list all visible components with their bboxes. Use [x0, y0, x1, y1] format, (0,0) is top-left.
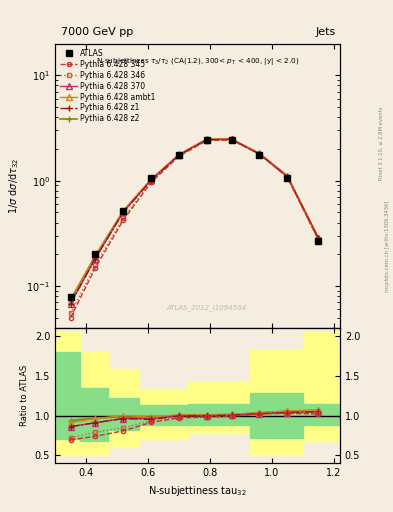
Text: Rivet 3.1.10, ≥ 2.8M events: Rivet 3.1.10, ≥ 2.8M events [379, 106, 384, 180]
Y-axis label: Ratio to ATLAS: Ratio to ATLAS [20, 365, 29, 426]
Text: mcplots.cern.ch [arXiv:1306.3436]: mcplots.cern.ch [arXiv:1306.3436] [385, 200, 389, 291]
Text: Jets: Jets [316, 27, 336, 37]
Text: N-subjettiness $\tau_3/\tau_2$ (CA(1.2), 300< $p_T$ < 400, |y| < 2.0): N-subjettiness $\tau_3/\tau_2$ (CA(1.2),… [96, 56, 299, 67]
Text: 7000 GeV pp: 7000 GeV pp [61, 27, 133, 37]
X-axis label: N-subjettiness tau$_{32}$: N-subjettiness tau$_{32}$ [148, 484, 247, 498]
Y-axis label: 1/$\sigma$ d$\sigma$/d$\tau_{32}$: 1/$\sigma$ d$\sigma$/d$\tau_{32}$ [7, 158, 21, 214]
Legend: ATLAS, Pythia 6.428 345, Pythia 6.428 346, Pythia 6.428 370, Pythia 6.428 ambt1,: ATLAS, Pythia 6.428 345, Pythia 6.428 34… [59, 47, 157, 125]
Text: ATLAS_2012_I1094564: ATLAS_2012_I1094564 [166, 304, 246, 311]
